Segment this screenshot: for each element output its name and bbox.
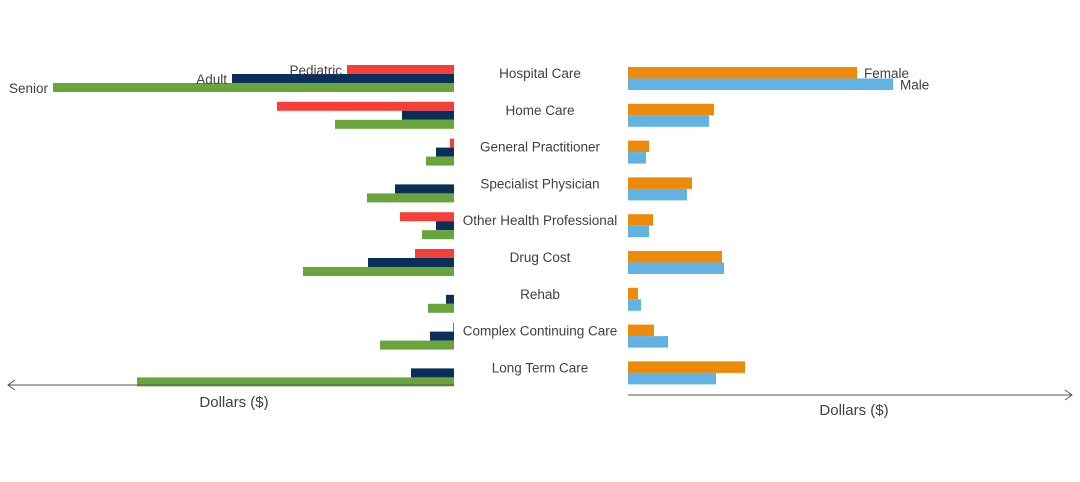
bar-pediatric-complex-continuing-care [453, 322, 454, 332]
bar-adult-hospital-care [232, 74, 454, 83]
bar-adult-general-practitioner [436, 147, 454, 157]
bar-female-home-care [628, 103, 714, 116]
bar-pediatric-drug-cost [415, 249, 454, 258]
legend-label-female: Female [864, 66, 909, 81]
bar-adult-complex-continuing-care [430, 331, 454, 341]
legend-label-pediatric: Pediatric [289, 63, 342, 78]
bar-pediatric-home-care [277, 101, 454, 111]
category-label-home-care: Home Care [505, 103, 574, 118]
category-label-specialist-physician: Specialist Physician [480, 176, 599, 191]
legend-label-male: Male [900, 78, 929, 93]
bar-pediatric-hospital-care [347, 65, 454, 74]
bar-female-complex-continuing-care [628, 324, 654, 337]
bar-adult-long-term-care [411, 368, 454, 378]
bar-senior-long-term-care [137, 377, 454, 387]
bar-senior-specialist-physician [367, 193, 454, 203]
bar-male-specialist-physician [628, 188, 687, 201]
bar-female-rehab [628, 287, 638, 300]
bar-male-drug-cost [628, 262, 724, 274]
category-label-hospital-care: Hospital Care [499, 66, 581, 81]
legend-label-adult: Adult [196, 72, 227, 87]
left-axis-arrow-icon [7, 379, 16, 391]
bar-female-drug-cost [628, 251, 722, 263]
bar-senior-rehab [428, 303, 454, 313]
category-labels: Hospital Care Home Care General Practition… [463, 66, 618, 375]
bar-pediatric-general-practitioner [450, 138, 454, 148]
bar-female-general-practitioner [628, 140, 649, 153]
bar-adult-other-health-professional [436, 221, 454, 231]
bar-female-other-health-professional [628, 214, 653, 226]
bar-female-specialist-physician [628, 177, 692, 189]
bar-male-hospital-care [628, 78, 893, 90]
category-label-general-practitioner: General Practitioner [480, 140, 601, 155]
bar-adult-specialist-physician [395, 184, 454, 194]
bar-male-home-care [628, 115, 709, 127]
bar-senior-drug-cost [303, 267, 454, 276]
right-bars-group [628, 67, 893, 385]
bar-male-long-term-care [628, 372, 716, 385]
bar-pediatric-other-health-professional [400, 212, 454, 222]
bar-female-hospital-care [628, 67, 857, 79]
left-bars-group [53, 65, 454, 387]
bar-senior-hospital-care [53, 83, 454, 92]
bar-male-complex-continuing-care [628, 336, 668, 348]
bar-male-general-practitioner [628, 152, 646, 164]
right-axis-arrow-icon [1064, 389, 1073, 401]
left-x-axis-label: Dollars ($) [199, 394, 268, 411]
category-label-drug-cost: Drug Cost [510, 250, 571, 265]
bar-adult-home-care [402, 110, 454, 120]
category-label-rehab: Rehab [520, 287, 560, 302]
bar-senior-other-health-professional [422, 230, 454, 240]
category-label-long-term-care: Long Term Care [492, 360, 589, 375]
category-label-complex-continuing-care: Complex Continuing Care [463, 324, 618, 339]
bar-senior-general-practitioner [426, 156, 454, 166]
bar-senior-complex-continuing-care [380, 340, 454, 350]
bar-male-rehab [628, 299, 641, 311]
category-label-other-health-professional: Other Health Professional [463, 213, 618, 228]
legend-label-senior: Senior [9, 81, 49, 96]
bar-male-other-health-professional [628, 225, 649, 238]
bar-adult-rehab [446, 294, 454, 304]
right-x-axis-label: Dollars ($) [819, 402, 888, 419]
bar-senior-home-care [335, 119, 454, 129]
bar-adult-drug-cost [368, 258, 454, 267]
bar-female-long-term-care [628, 361, 745, 373]
